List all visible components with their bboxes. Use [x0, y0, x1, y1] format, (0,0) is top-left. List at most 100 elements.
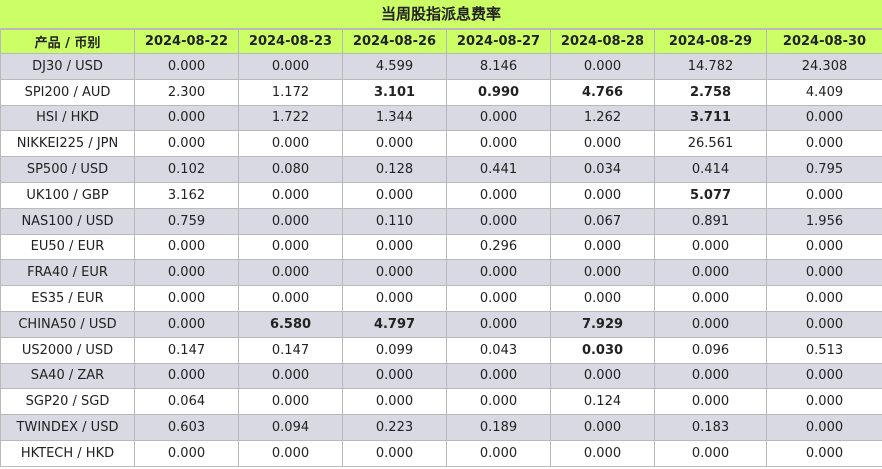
- header-date: 2024-08-23: [238, 29, 343, 54]
- rate-cell: 0.110: [342, 207, 447, 235]
- rate-cell: 0.000: [550, 181, 655, 209]
- product-cell: US2000 / USD: [0, 336, 135, 364]
- rate-cell: 2.300: [134, 78, 239, 106]
- header-product: 产品 / 币别: [0, 29, 135, 54]
- table-row: DJ30 / USD 0.000 0.000 4.599 8.146 0.000 14.78…: [0, 53, 882, 80]
- rate-cell: 0.000: [342, 362, 447, 390]
- rate-cell: 0.000: [446, 207, 551, 235]
- rate-cell: 0.000: [238, 233, 343, 261]
- table-row: UK100 / GBP 3.162 0.000 0.000 0.000 0.000 5.07…: [0, 181, 882, 209]
- table-row: US2000 / USD 0.147 0.147 0.099 0.043 0.030 0.0…: [0, 336, 882, 364]
- rate-cell: 0.000: [766, 388, 882, 416]
- rate-cell: 0.296: [446, 233, 551, 261]
- rate-cell: 0.043: [446, 336, 551, 364]
- table-row: CHINA50 / USD 0.000 6.580 4.797 0.000 7.929 0.…: [0, 310, 882, 338]
- rate-cell: 0.000: [550, 414, 655, 441]
- table-row: NAS100 / USD 0.759 0.000 0.110 0.000 0.067 0.8…: [0, 207, 882, 235]
- rate-cell: 3.101: [342, 78, 447, 106]
- rate-cell: 0.000: [342, 285, 447, 312]
- header-row: 产品 / 币别 2024-08-22 2024-08-23 2024-08-26…: [0, 29, 882, 54]
- rate-cell: 0.000: [342, 181, 447, 209]
- rate-cell: 0.000: [134, 362, 239, 390]
- rate-cell: 0.000: [446, 285, 551, 312]
- rate-cell: 0.000: [446, 439, 551, 467]
- rate-cell: 0.000: [342, 233, 447, 261]
- rate-cell: 0.067: [550, 207, 655, 235]
- header-date: 2024-08-30: [766, 29, 882, 54]
- rate-cell: 0.000: [550, 439, 655, 467]
- rate-cell: 0.000: [766, 181, 882, 209]
- rate-cell: 0.000: [134, 53, 239, 80]
- rate-cell: 0.000: [766, 439, 882, 467]
- rate-cell: 0.513: [766, 336, 882, 364]
- rate-cell: 0.000: [134, 130, 239, 158]
- product-cell: SPI200 / AUD: [0, 78, 135, 106]
- rate-cell: 0.124: [550, 388, 655, 416]
- rate-cell: 0.223: [342, 414, 447, 441]
- rate-cell: 0.000: [342, 259, 447, 287]
- product-cell: SGP20 / SGD: [0, 388, 135, 416]
- rate-cell: 0.000: [446, 130, 551, 158]
- rate-cell: 0.000: [766, 233, 882, 261]
- rate-cell: 0.000: [654, 285, 767, 312]
- rate-cell: 0.000: [134, 233, 239, 261]
- rate-cell: 0.000: [446, 259, 551, 287]
- rate-cell: 0.000: [446, 388, 551, 416]
- rate-cell: 4.766: [550, 78, 655, 106]
- rate-cell: 0.000: [134, 104, 239, 132]
- rate-cell: 0.000: [342, 130, 447, 158]
- rate-cell: 0.000: [766, 130, 882, 158]
- rate-cell: 0.000: [550, 233, 655, 261]
- rate-cell: 4.409: [766, 78, 882, 106]
- rate-cell: 0.183: [654, 414, 767, 441]
- rate-cell: 0.759: [134, 207, 239, 235]
- rate-cell: 0.000: [238, 259, 343, 287]
- rate-cell: 0.128: [342, 156, 447, 183]
- rate-cell: 0.603: [134, 414, 239, 441]
- rate-cell: 2.758: [654, 78, 767, 106]
- table-body: DJ30 / USD 0.000 0.000 4.599 8.146 0.000 14.78…: [0, 53, 882, 467]
- rate-cell: 0.000: [446, 362, 551, 390]
- rate-cell: 0.000: [238, 207, 343, 235]
- product-cell: DJ30 / USD: [0, 53, 135, 80]
- table-row: HSI / HKD 0.000 1.722 1.344 0.000 1.262 3.711 0…: [0, 104, 882, 132]
- table-row: SP500 / USD 0.102 0.080 0.128 0.441 0.034 0.41…: [0, 156, 882, 183]
- rate-cell: 0.000: [766, 310, 882, 338]
- table-row: NIKKEI225 / JPN 0.000 0.000 0.000 0.000 0.000…: [0, 130, 882, 158]
- rate-cell: 0.000: [446, 104, 551, 132]
- rate-cell: 0.441: [446, 156, 551, 183]
- product-cell: ES35 / EUR: [0, 285, 135, 312]
- rate-cell: 0.000: [446, 181, 551, 209]
- rate-cell: 0.000: [550, 53, 655, 80]
- header-date: 2024-08-27: [446, 29, 551, 54]
- rate-cell: 0.000: [766, 362, 882, 390]
- rate-cell: 0.990: [446, 78, 551, 106]
- rate-cell: 0.000: [654, 259, 767, 287]
- table-row: TWINDEX / USD 0.603 0.094 0.223 0.189 0.000 0.…: [0, 414, 882, 441]
- rate-cell: 1.722: [238, 104, 343, 132]
- rate-cell: 0.891: [654, 207, 767, 235]
- table-row: HKTECH / HKD 0.000 0.000 0.000 0.000 0.000 0.0…: [0, 439, 882, 467]
- table-row: FRA40 / EUR 0.000 0.000 0.000 0.000 0.000 0.00…: [0, 259, 882, 287]
- table-row: EU50 / EUR 0.000 0.000 0.000 0.296 0.000 0.000…: [0, 233, 882, 261]
- rate-cell: 0.030: [550, 336, 655, 364]
- product-cell: SA40 / ZAR: [0, 362, 135, 390]
- rate-cell: 0.000: [766, 414, 882, 441]
- rate-cell: 0.795: [766, 156, 882, 183]
- rate-cell: 14.782: [654, 53, 767, 80]
- rate-cell: 0.102: [134, 156, 239, 183]
- header-date: 2024-08-22: [134, 29, 239, 54]
- product-cell: CHINA50 / USD: [0, 310, 135, 338]
- rate-cell: 0.080: [238, 156, 343, 183]
- header-date: 2024-08-26: [342, 29, 447, 54]
- rate-cell: 0.000: [550, 259, 655, 287]
- rate-cell: 26.561: [654, 130, 767, 158]
- rate-cell: 1.172: [238, 78, 343, 106]
- product-cell: UK100 / GBP: [0, 181, 135, 209]
- rate-cell: 6.580: [238, 310, 343, 338]
- rate-cell: 0.000: [342, 439, 447, 467]
- rate-cell: 0.000: [766, 259, 882, 287]
- product-cell: SP500 / USD: [0, 156, 135, 183]
- rate-cell: 0.034: [550, 156, 655, 183]
